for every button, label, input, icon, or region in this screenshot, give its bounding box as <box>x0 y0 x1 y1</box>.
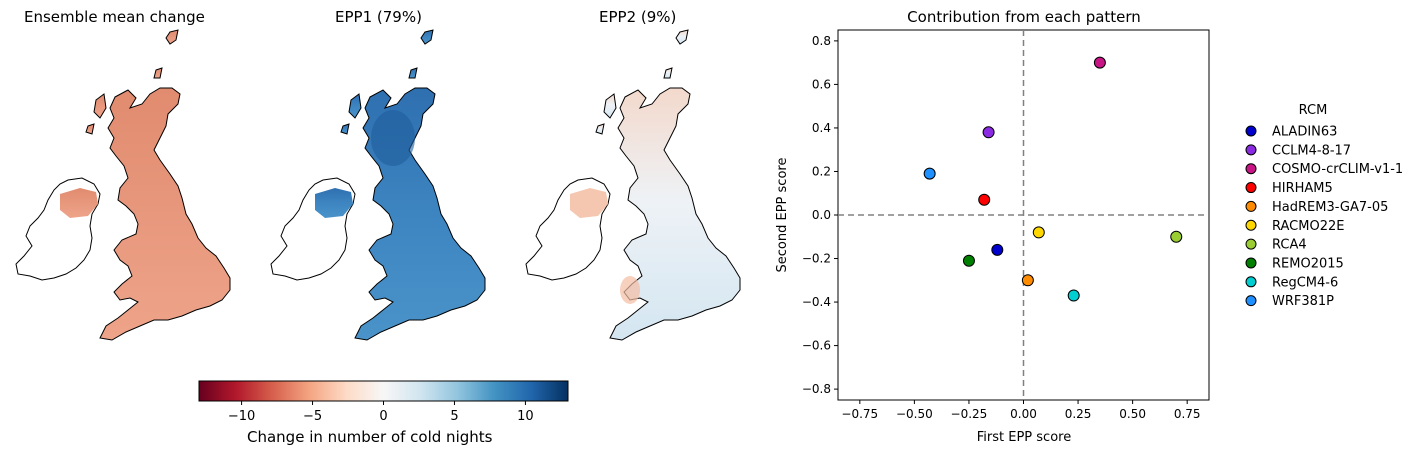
y-axis-ticks: −0.8 −0.6 −0.4 −0.2 0.0 0.2 0.4 0.6 0.8 <box>802 34 838 396</box>
island <box>165 29 179 45</box>
colorbar-tick-label: −5 <box>303 409 322 424</box>
x-tick-label: −0.50 <box>896 407 933 421</box>
colorbar-ticks: −10 −5 0 5 10 <box>228 401 534 424</box>
northern-ireland-region <box>570 188 608 218</box>
y-axis-label: Second EPP score <box>775 158 790 273</box>
legend-marker <box>1245 144 1257 156</box>
x-axis-ticks: −0.75 −0.50 −0.25 0.00 0.25 0.50 0.75 <box>841 400 1201 421</box>
legend-label: RCA4 <box>1272 238 1307 253</box>
island <box>340 123 350 135</box>
y-tick-label: −0.4 <box>802 295 831 309</box>
great-britain-region <box>609 87 741 341</box>
colorbar-tick-label: −10 <box>228 409 255 424</box>
x-axis-label: First EPP score <box>977 430 1071 445</box>
great-britain-region <box>99 87 231 341</box>
legend-marker <box>1245 276 1257 288</box>
data-point <box>962 254 975 267</box>
legend-label: WRF381P <box>1272 294 1334 309</box>
legend-label: CCLM4-8-17 <box>1272 143 1351 158</box>
x-tick-label: 0.50 <box>1119 407 1146 421</box>
map-title-epp2: EPP2 (9%) <box>599 8 677 26</box>
uk-shape <box>270 29 486 341</box>
map-title-mean: Ensemble mean change <box>24 8 205 26</box>
data-points <box>923 56 1183 302</box>
reference-lines <box>838 30 1209 400</box>
island <box>93 93 107 119</box>
data-point <box>923 167 936 180</box>
legend-label: ALADIN63 <box>1272 125 1337 140</box>
island <box>595 123 605 135</box>
data-point <box>1067 289 1080 302</box>
x-tick-label: −0.25 <box>951 407 988 421</box>
island <box>348 93 362 119</box>
island <box>420 29 434 45</box>
x-tick-label: 0.00 <box>1010 407 1037 421</box>
y-tick-label: 0.8 <box>812 34 831 48</box>
legend-label: COSMO-crCLIM-v1-1 <box>1272 162 1403 177</box>
colorbar: −10 −5 0 5 10 <box>198 380 569 424</box>
map-epp1 <box>270 29 486 341</box>
map-epp2 <box>525 29 741 341</box>
island <box>603 93 617 119</box>
scatter-chart: Contribution from each pattern −0.75 −0.5… <box>775 8 1403 445</box>
data-point <box>991 243 1004 256</box>
y-tick-label: 0.0 <box>812 208 831 222</box>
island <box>675 29 689 45</box>
legend: RCM ALADIN63 CCLM4-8-17 COSMO-crCLIM-v1-1 HI… <box>1245 103 1403 309</box>
legend-marker <box>1245 182 1257 194</box>
x-tick-label: 0.75 <box>1174 407 1201 421</box>
chart-title: Contribution from each pattern <box>907 8 1141 26</box>
legend-label: HIRHAM5 <box>1272 181 1333 196</box>
y-tick-label: 0.2 <box>812 164 831 178</box>
legend-marker <box>1245 200 1257 212</box>
data-point <box>1093 56 1106 69</box>
data-point <box>982 126 995 139</box>
map-ensemble-mean <box>15 29 231 341</box>
y-tick-label: −0.2 <box>802 252 831 266</box>
epp1-strong-region <box>371 110 415 166</box>
island <box>85 123 95 135</box>
legend-label: RegCM4-6 <box>1272 275 1338 290</box>
legend-marker <box>1245 219 1257 231</box>
epp2-positive-region <box>620 276 640 304</box>
legend-title: RCM <box>1299 103 1328 118</box>
x-tick-label: −0.75 <box>841 407 878 421</box>
legend-marker <box>1245 163 1257 175</box>
island <box>153 67 163 79</box>
island <box>663 67 673 79</box>
legend-marker <box>1245 257 1257 269</box>
y-tick-label: −0.8 <box>802 382 831 396</box>
legend-label: RACMO22E <box>1272 219 1344 234</box>
y-tick-label: −0.6 <box>802 339 831 353</box>
x-tick-label: 0.25 <box>1065 407 1092 421</box>
colorbar-tick-label: 0 <box>379 409 387 424</box>
data-point <box>1170 230 1183 243</box>
legend-label: REMO2015 <box>1272 256 1344 271</box>
colorbar-label: Change in number of cold nights <box>247 428 493 446</box>
data-point <box>1032 226 1045 239</box>
map-title-epp1: EPP1 (79%) <box>335 8 422 26</box>
legend-label: HadREM3-GA7-05 <box>1272 200 1388 215</box>
y-tick-label: 0.6 <box>812 77 831 91</box>
legend-marker <box>1245 238 1257 250</box>
y-tick-label: 0.4 <box>812 121 831 135</box>
northern-ireland-region <box>315 188 353 218</box>
legend-marker <box>1245 125 1257 137</box>
colorbar-tick-label: 10 <box>517 409 534 424</box>
colorbar-gradient <box>198 380 569 402</box>
data-point <box>1021 274 1034 287</box>
colorbar-tick-label: 5 <box>450 409 458 424</box>
uk-shape <box>15 29 231 341</box>
uk-shape <box>525 29 741 341</box>
data-point <box>978 193 991 206</box>
legend-marker <box>1245 295 1257 307</box>
northern-ireland-region <box>60 188 98 218</box>
island <box>408 67 418 79</box>
